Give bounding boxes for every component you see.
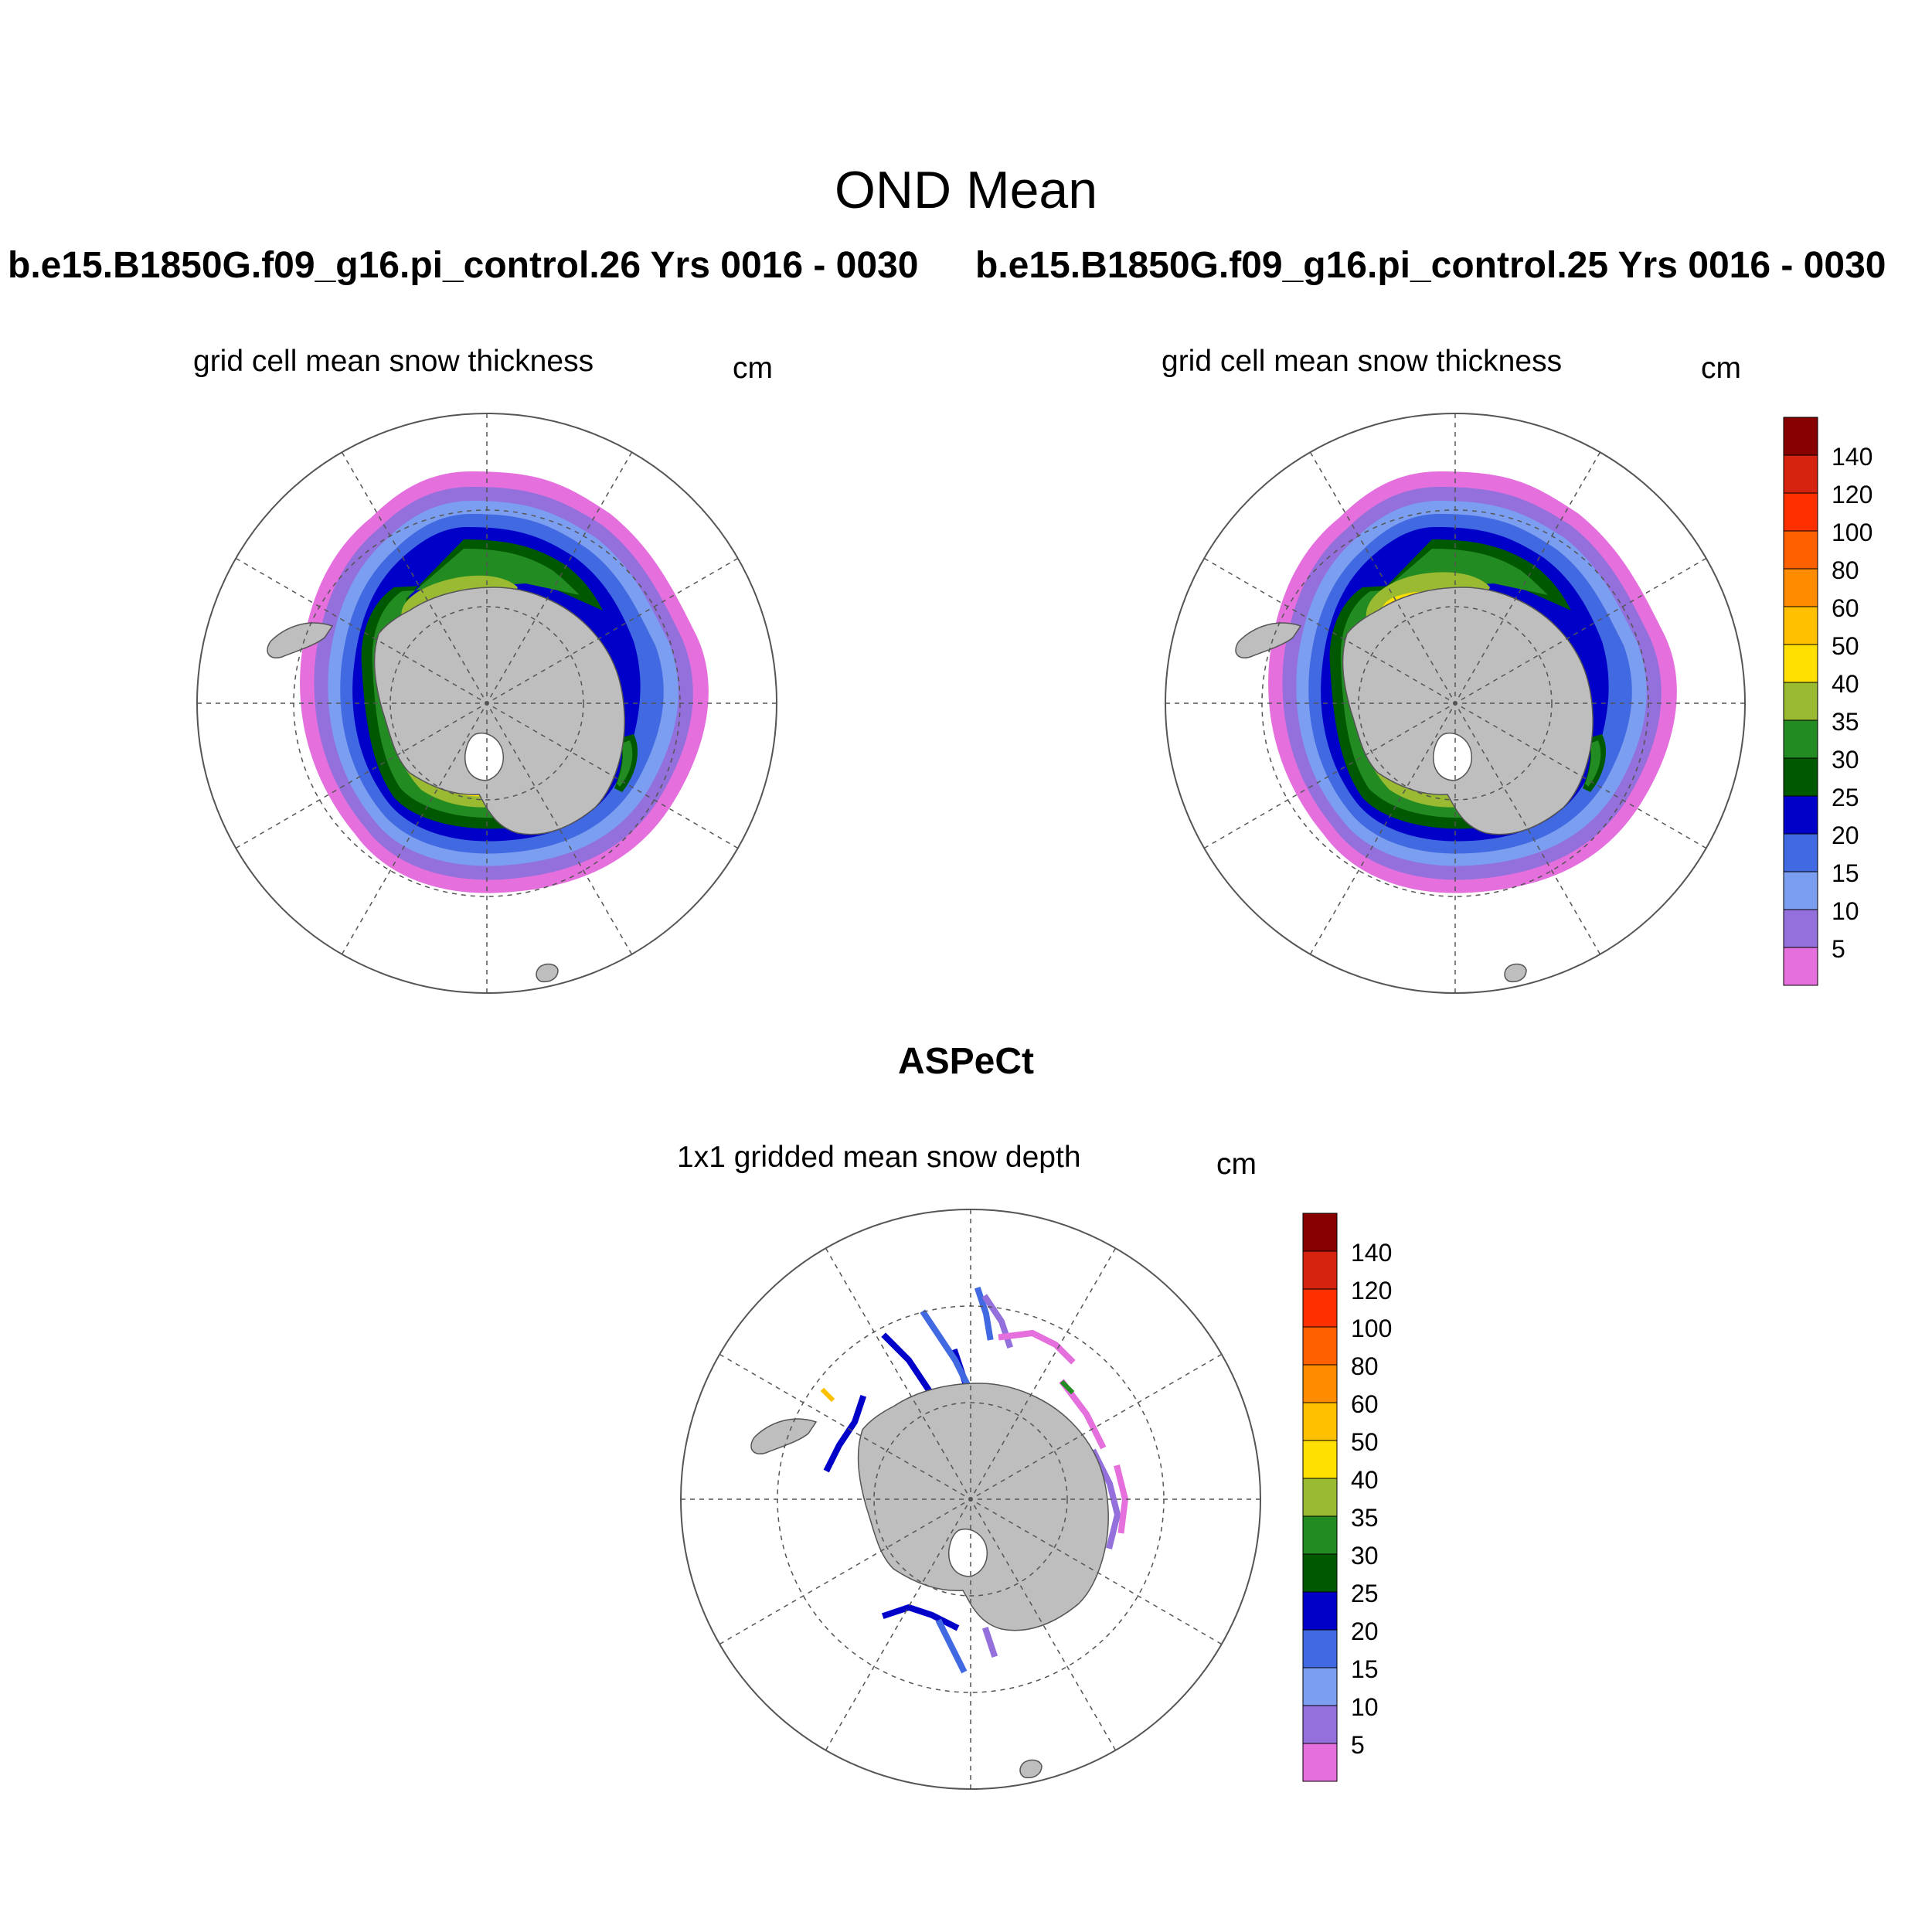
- colorbar-bottom-box-4: [1302, 1591, 1338, 1631]
- colorbar-top-box-4: [1783, 795, 1818, 835]
- main-title: OND Mean: [834, 161, 1098, 219]
- colorbar-bottom-box-3: [1302, 1629, 1338, 1668]
- colorbar-top-label-13: 140: [1832, 443, 1872, 471]
- colorbar-top-label-11: 100: [1832, 519, 1872, 546]
- colorbar-top-box-10: [1783, 568, 1818, 607]
- panel-subtitle-right: grid cell mean snow thickness: [1162, 345, 1563, 378]
- panel-units-right: cm: [1701, 352, 1741, 385]
- colorbar-bottom-label-11: 100: [1351, 1315, 1392, 1342]
- map-boundary: [196, 413, 777, 994]
- colorbar-top-label-6: 35: [1832, 708, 1859, 736]
- colorbar-bottom-box-5: [1302, 1553, 1338, 1593]
- colorbar-bottom-label-3: 20: [1351, 1617, 1379, 1645]
- colorbar-bottom-label-9: 60: [1351, 1390, 1379, 1418]
- colorbar-top: 5 10 15 20 25 30 35 40 50 60 80 100 120 140: [1783, 417, 1872, 986]
- colorbar-top-label-5: 30: [1832, 746, 1859, 774]
- land-antarctica: [1235, 587, 1594, 983]
- graticule: [1165, 413, 1745, 993]
- polar-map-model-25: [1165, 413, 1746, 994]
- colorbar-bottom-box-9: [1302, 1402, 1338, 1441]
- colorbar-top-box-3: [1783, 833, 1818, 872]
- obs-title: ASPeCt: [897, 1041, 1035, 1082]
- colorbar-top-box-5: [1783, 757, 1818, 797]
- colorbar-bottom: 5 10 15 20 25 30 35 40 50 60 80 100 120 140: [1302, 1213, 1392, 1782]
- colorbar-top-box-2: [1783, 871, 1818, 910]
- colorbar-bottom-box-2: [1302, 1667, 1338, 1706]
- colorbar-bottom-label-13: 140: [1351, 1239, 1392, 1267]
- panel-units-bottom: cm: [1216, 1148, 1257, 1181]
- polar-map-model-26: [196, 413, 777, 994]
- colorbar-top-box-9: [1783, 606, 1818, 645]
- colorbar-top-label-7: 40: [1832, 670, 1859, 698]
- panel-units-left: cm: [733, 352, 773, 385]
- run-title-right: b.e15.B1850G.f09_g16.pi_control.25 Yrs 0…: [975, 245, 1886, 286]
- map-boundary: [1165, 413, 1746, 994]
- colorbar-bottom-box-7: [1302, 1478, 1338, 1517]
- colorbar-top-box-6: [1783, 719, 1818, 759]
- colorbar-bottom-label-7: 40: [1351, 1466, 1379, 1494]
- colorbar-bottom-label-5: 30: [1351, 1542, 1379, 1570]
- colorbar-top-box-11: [1783, 530, 1818, 570]
- panel-subtitle-bottom: 1x1 gridded mean snow depth: [677, 1141, 1081, 1174]
- colorbar-top-label-3: 20: [1832, 821, 1859, 849]
- colorbar-top-label-12: 120: [1832, 481, 1872, 509]
- colorbar-bottom-box-6: [1302, 1515, 1338, 1555]
- colorbar-bottom-label-12: 120: [1351, 1277, 1392, 1304]
- colorbar-top-box-12: [1783, 492, 1818, 532]
- colorbar-bottom-box-12: [1302, 1288, 1338, 1328]
- colorbar-top-box-7: [1783, 682, 1818, 721]
- colorbar-top-box-13: [1783, 454, 1818, 494]
- colorbar-top-label-0: 5: [1832, 935, 1845, 963]
- colorbar-bottom-box-8: [1302, 1440, 1338, 1479]
- polar-map-aspect: [680, 1209, 1261, 1790]
- colorbar-bottom-box-11: [1302, 1326, 1338, 1366]
- land-antarctica: [750, 1383, 1109, 1779]
- colorbar-bottom-box-1: [1302, 1705, 1338, 1744]
- colorbar-bottom-box-10: [1302, 1364, 1338, 1403]
- colorbar-top-box-0: [1783, 947, 1818, 986]
- run-title-left: b.e15.B1850G.f09_g16.pi_control.26 Yrs 0…: [8, 245, 919, 286]
- colorbar-bottom-label-8: 50: [1351, 1428, 1379, 1456]
- colorbar-top-box-8: [1783, 644, 1818, 683]
- colorbar-top-box-1: [1783, 909, 1818, 948]
- colorbar-bottom-label-0: 5: [1351, 1731, 1365, 1759]
- colorbar-bottom-label-1: 10: [1351, 1693, 1379, 1721]
- colorbar-top-label-8: 50: [1832, 632, 1859, 660]
- colorbar-bottom-label-6: 35: [1351, 1504, 1379, 1532]
- colorbar-top-box-14: [1783, 417, 1818, 456]
- colorbar-top-label-2: 15: [1832, 859, 1859, 887]
- colorbar-bottom-box-0: [1302, 1743, 1338, 1782]
- colorbar-bottom-label-4: 25: [1351, 1580, 1379, 1607]
- colorbar-bottom-label-10: 80: [1351, 1352, 1379, 1380]
- colorbar-top-label-1: 10: [1832, 897, 1859, 925]
- colorbar-bottom-box-13: [1302, 1250, 1338, 1290]
- graticule: [681, 1209, 1260, 1789]
- map-boundary: [680, 1209, 1261, 1790]
- colorbar-top-label-4: 25: [1832, 784, 1859, 811]
- land-antarctica: [267, 587, 625, 983]
- colorbar-top-label-9: 60: [1832, 594, 1859, 622]
- colorbar-bottom-box-14: [1302, 1213, 1338, 1252]
- panel-subtitle-left: grid cell mean snow thickness: [193, 345, 594, 378]
- graticule: [197, 413, 777, 993]
- colorbar-bottom-label-2: 15: [1351, 1655, 1379, 1683]
- colorbar-top-label-10: 80: [1832, 556, 1859, 584]
